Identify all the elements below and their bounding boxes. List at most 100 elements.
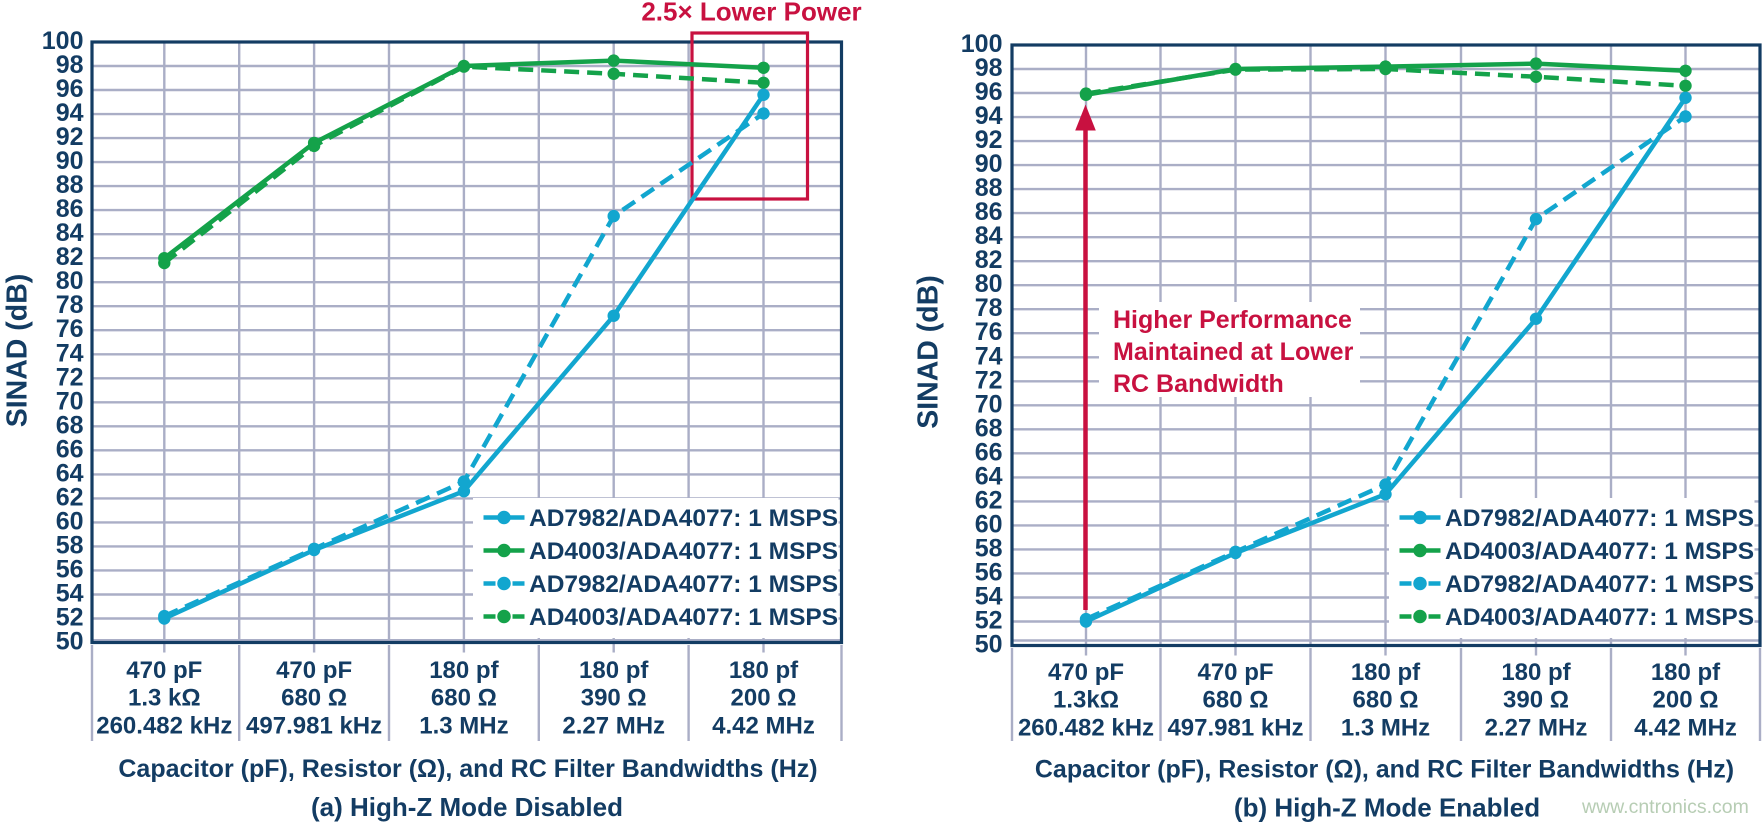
svg-text:1.3kΩ: 1.3kΩ <box>1053 687 1119 714</box>
svg-text:AD7982/ADA4077: 1 MSPS: AD7982/ADA4077: 1 MSPS <box>529 505 838 532</box>
svg-text:70: 70 <box>56 387 84 415</box>
svg-text:2.27 MHz: 2.27 MHz <box>1485 715 1588 742</box>
svg-text:80: 80 <box>56 267 84 295</box>
svg-text:88: 88 <box>56 171 84 199</box>
svg-text:180 pf: 180 pf <box>729 657 799 684</box>
svg-text:52: 52 <box>975 607 1003 635</box>
svg-text:74: 74 <box>56 339 84 367</box>
svg-text:66: 66 <box>56 435 84 463</box>
svg-text:2.5× Lower Power: 2.5× Lower Power <box>641 0 861 27</box>
svg-text:74: 74 <box>975 342 1003 370</box>
svg-text:200 Ω: 200 Ω <box>731 685 797 712</box>
svg-text:62: 62 <box>56 483 84 511</box>
svg-text:90: 90 <box>56 147 84 175</box>
svg-text:AD7982/ADA4077: 1 MSPS: AD7982/ADA4077: 1 MSPS <box>1445 571 1754 598</box>
svg-text:78: 78 <box>56 291 84 319</box>
svg-text:72: 72 <box>56 363 84 391</box>
svg-text:92: 92 <box>975 126 1003 154</box>
svg-text:(b) High-Z Mode Enabled: (b) High-Z Mode Enabled <box>1234 792 1540 822</box>
svg-text:100: 100 <box>42 27 84 55</box>
svg-text:Capacitor (pF), Resistor (Ω),: Capacitor (pF), Resistor (Ω), and RC Fil… <box>118 755 817 783</box>
svg-text:180 pf: 180 pf <box>1351 659 1421 686</box>
svg-text:390 Ω: 390 Ω <box>1503 687 1569 714</box>
svg-text:AD7982/ADA4077: 1 MSPS: AD7982/ADA4077: 1 MSPS <box>1445 505 1754 532</box>
svg-text:200 Ω: 200 Ω <box>1653 687 1719 714</box>
svg-text:72: 72 <box>975 366 1003 394</box>
svg-text:78: 78 <box>975 294 1003 322</box>
svg-text:60: 60 <box>975 510 1003 538</box>
svg-text:470 pF: 470 pF <box>1048 659 1124 686</box>
svg-text:90: 90 <box>975 150 1003 178</box>
svg-text:92: 92 <box>56 123 84 151</box>
svg-text:Capacitor (pF), Resistor (Ω),: Capacitor (pF), Resistor (Ω), and RC Fil… <box>1035 756 1734 784</box>
svg-text:4.42 MHz: 4.42 MHz <box>1634 715 1737 742</box>
svg-text:Higher Performance: Higher Performance <box>1113 306 1352 334</box>
svg-text:2.27 MHz: 2.27 MHz <box>562 713 665 740</box>
svg-text:260.482 kHz: 260.482 kHz <box>1018 715 1154 742</box>
svg-text:64: 64 <box>56 459 84 487</box>
svg-text:86: 86 <box>975 198 1003 226</box>
svg-text:50: 50 <box>975 631 1003 659</box>
svg-text:54: 54 <box>56 580 84 608</box>
svg-text:AD4003/ADA4077: 1 MSPS: AD4003/ADA4077: 1 MSPS <box>1445 604 1754 631</box>
svg-text:56: 56 <box>975 558 1003 586</box>
svg-text:98: 98 <box>975 54 1003 82</box>
svg-text:680 Ω: 680 Ω <box>1203 687 1269 714</box>
svg-text:680 Ω: 680 Ω <box>431 685 497 712</box>
svg-text:AD4003/ADA4077: 1 MSPS: AD4003/ADA4077: 1 MSPS <box>529 604 838 631</box>
svg-text:52: 52 <box>56 604 84 632</box>
svg-text:4.42 MHz: 4.42 MHz <box>712 713 815 740</box>
svg-text:98: 98 <box>56 51 84 79</box>
svg-text:50: 50 <box>56 628 84 656</box>
svg-text:390 Ω: 390 Ω <box>581 685 647 712</box>
svg-text:96: 96 <box>975 78 1003 106</box>
svg-text:94: 94 <box>975 102 1003 130</box>
svg-text:96: 96 <box>56 75 84 103</box>
svg-text:SINAD (dB): SINAD (dB) <box>2 274 34 428</box>
svg-text:76: 76 <box>56 315 84 343</box>
svg-text:54: 54 <box>975 583 1003 611</box>
svg-text:SINAD (dB): SINAD (dB) <box>913 275 945 429</box>
svg-text:470 pF: 470 pF <box>276 657 352 684</box>
svg-text:88: 88 <box>975 174 1003 202</box>
svg-text:(a) High-Z Mode Disabled: (a) High-Z Mode Disabled <box>311 792 623 822</box>
svg-text:180 pf: 180 pf <box>579 657 649 684</box>
svg-text:1.3 kΩ: 1.3 kΩ <box>128 685 201 712</box>
svg-text:www.cntronics.com: www.cntronics.com <box>1581 796 1749 818</box>
svg-text:180 pf: 180 pf <box>429 657 499 684</box>
svg-text:497.981 kHz: 497.981 kHz <box>246 713 382 740</box>
svg-text:68: 68 <box>56 411 84 439</box>
svg-text:66: 66 <box>975 438 1003 466</box>
svg-text:680 Ω: 680 Ω <box>1353 687 1419 714</box>
svg-text:84: 84 <box>56 219 84 247</box>
svg-text:680 Ω: 680 Ω <box>281 685 347 712</box>
svg-text:RC Bandwidth: RC Bandwidth <box>1113 370 1284 398</box>
svg-text:Maintained at Lower: Maintained at Lower <box>1113 338 1354 366</box>
svg-text:470 pF: 470 pF <box>1197 659 1273 686</box>
svg-text:60: 60 <box>56 507 84 535</box>
svg-text:58: 58 <box>975 534 1003 562</box>
svg-text:180 pf: 180 pf <box>1651 659 1721 686</box>
svg-text:180 pf: 180 pf <box>1501 659 1571 686</box>
svg-text:AD7982/ADA4077: 1 MSPS: AD7982/ADA4077: 1 MSPS <box>529 571 838 598</box>
svg-text:70: 70 <box>975 390 1003 418</box>
svg-text:1.3 MHz: 1.3 MHz <box>1341 715 1430 742</box>
svg-text:260.482 kHz: 260.482 kHz <box>96 713 232 740</box>
svg-text:56: 56 <box>56 555 84 583</box>
svg-text:76: 76 <box>975 318 1003 346</box>
svg-text:94: 94 <box>56 99 84 127</box>
svg-text:1.3 MHz: 1.3 MHz <box>419 713 508 740</box>
svg-text:62: 62 <box>975 486 1003 514</box>
svg-text:68: 68 <box>975 414 1003 442</box>
svg-text:84: 84 <box>975 222 1003 250</box>
svg-text:82: 82 <box>975 246 1003 274</box>
svg-text:80: 80 <box>975 270 1003 298</box>
svg-text:497.981 kHz: 497.981 kHz <box>1167 715 1303 742</box>
svg-text:AD4003/ADA4077: 1 MSPS: AD4003/ADA4077: 1 MSPS <box>1445 538 1754 565</box>
svg-text:58: 58 <box>56 531 84 559</box>
svg-text:100: 100 <box>961 30 1003 58</box>
svg-text:AD4003/ADA4077: 1 MSPS: AD4003/ADA4077: 1 MSPS <box>529 538 838 565</box>
svg-text:64: 64 <box>975 462 1003 490</box>
svg-text:470 pF: 470 pF <box>126 657 202 684</box>
svg-text:86: 86 <box>56 195 84 223</box>
